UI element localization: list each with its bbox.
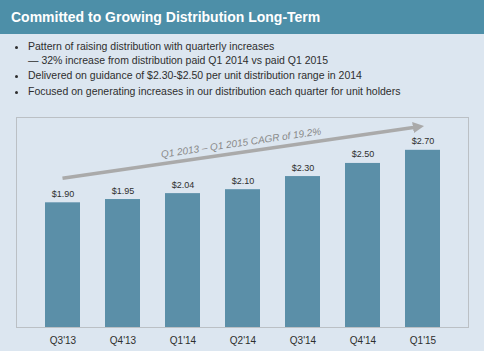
svg-text:$2.70: $2.70 [412, 136, 435, 146]
html-text:Delivered on guidance of $2.30: Delivered on guidance of $2.30-$2.50 per… [28, 69, 362, 82]
svg-text:Q1 2013 – Q1 2015 CAGR of 19.2: Q1 2013 – Q1 2015 CAGR of 19.2% [160, 125, 322, 159]
svg-text:$1.95: $1.95 [112, 185, 135, 195]
html-text:Pattern of raising distributio: Pattern of raising distribution with qua… [28, 40, 275, 52]
svg-text:$2.50: $2.50 [352, 149, 375, 159]
svg-text:Q4'14: Q4'14 [350, 334, 377, 345]
svg-text:$2.10: $2.10 [232, 175, 255, 185]
svg-text:Q3'13: Q3'13 [50, 334, 77, 345]
html-text:Focused on generating increase: Focused on generating increases in our d… [28, 84, 401, 97]
html-text:— 32% increase from distributi: — 32% increase from distribution paid Q1… [28, 53, 328, 66]
svg-text:$2.04: $2.04 [172, 179, 195, 189]
svg-text:$2.30: $2.30 [292, 162, 315, 172]
svg-text:Q4'13: Q4'13 [110, 334, 137, 345]
svg-text:Q1'14: Q1'14 [170, 334, 197, 345]
svg-text:$1.90: $1.90 [52, 188, 75, 198]
svg-text:Q3'14: Q3'14 [290, 334, 317, 345]
svg-text:Q2'14: Q2'14 [230, 334, 257, 345]
html-text:Committed to Growing Distribut: Committed to Growing Distribution Long-T… [11, 9, 321, 25]
svg-text:Q1'15: Q1'15 [410, 334, 437, 345]
